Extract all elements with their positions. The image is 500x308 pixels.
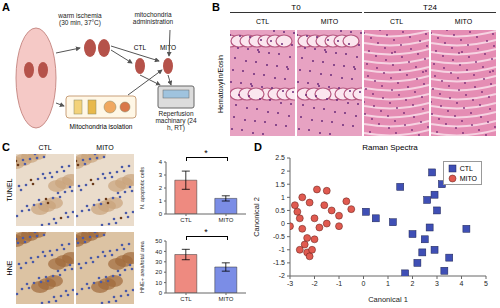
html-text:MITO: MITO <box>459 174 477 182</box>
svg-text:1: 1 <box>386 280 390 287</box>
svg-text:MITO: MITO <box>219 296 234 302</box>
html-text:CTL: CTL <box>389 18 404 25</box>
svg-text:10: 10 <box>155 280 162 286</box>
svg-text:-1: -1 <box>336 280 342 287</box>
svg-text:1: 1 <box>281 194 285 201</box>
svg-text:5: 5 <box>484 280 488 287</box>
svg-text:Hematoxylin/Eosin: Hematoxylin/Eosin <box>217 55 225 113</box>
html-text:Raman Spectra: Raman Spectra <box>362 143 418 152</box>
svg-text:Reperfusionmachinary (24h, RT): Reperfusionmachinary (24h, RT) <box>155 110 197 132</box>
svg-text:0.5: 0.5 <box>275 207 285 214</box>
svg-text:2.5: 2.5 <box>275 154 285 161</box>
html-text:T0: T0 <box>291 3 301 12</box>
html-text:D: D <box>254 141 262 153</box>
svg-text:CTL: CTL <box>180 296 192 302</box>
svg-text:1: 1 <box>159 198 163 204</box>
svg-text:3: 3 <box>159 172 163 178</box>
html-text:MITO: MITO <box>96 144 114 151</box>
svg-text:4: 4 <box>159 159 163 165</box>
svg-text:HNE+ area/total area: HNE+ area/total area <box>139 240 145 293</box>
html-text:B: B <box>212 1 220 13</box>
html-text:CTL: CTL <box>459 164 473 172</box>
svg-text:-3: -3 <box>287 280 293 287</box>
html-text:CTL: CTL <box>255 18 270 25</box>
svg-text:2: 2 <box>159 185 163 191</box>
svg-text:0: 0 <box>281 220 285 227</box>
svg-text:-1.5: -1.5 <box>273 259 285 266</box>
svg-text:4: 4 <box>460 280 464 287</box>
svg-text:CTL: CTL <box>134 44 147 51</box>
svg-text:0: 0 <box>159 211 163 217</box>
svg-text:Canonical 1: Canonical 1 <box>368 295 408 304</box>
svg-text:Mitochondria isolation: Mitochondria isolation <box>70 123 133 130</box>
svg-text:TUNEL: TUNEL <box>6 178 13 201</box>
svg-text:MITO: MITO <box>219 217 234 223</box>
svg-text:-1: -1 <box>279 246 285 253</box>
svg-text:30: 30 <box>155 259 162 265</box>
html-text:A: A <box>2 1 10 13</box>
svg-text:0: 0 <box>159 290 163 296</box>
html-text:MITO: MITO <box>320 18 339 25</box>
svg-text:-2: -2 <box>279 272 285 279</box>
svg-text:50: 50 <box>155 238 162 244</box>
svg-text:0: 0 <box>362 280 366 287</box>
html-text:C: C <box>2 141 10 153</box>
svg-text:warm ischemia(30 min, 37°C): warm ischemia(30 min, 37°C) <box>57 12 102 27</box>
svg-text:2: 2 <box>411 280 415 287</box>
html-text:T24: T24 <box>423 3 437 12</box>
svg-text:40: 40 <box>155 249 162 255</box>
svg-text:-2: -2 <box>311 280 317 287</box>
svg-text:3: 3 <box>435 280 439 287</box>
html-text:MITO: MITO <box>454 18 473 25</box>
svg-text:2: 2 <box>281 168 285 175</box>
svg-text:20: 20 <box>155 269 162 275</box>
html-text:CTL: CTL <box>38 144 52 151</box>
svg-text:Canonical 2: Canonical 2 <box>252 197 261 237</box>
svg-text:HNE: HNE <box>6 260 13 275</box>
svg-text:N. apoptotic cells: N. apoptotic cells <box>139 167 145 209</box>
svg-text:-0.5: -0.5 <box>273 233 285 240</box>
svg-text:mitochondriaadministration: mitochondriaadministration <box>133 11 174 25</box>
svg-text:MITO: MITO <box>160 44 176 51</box>
svg-text:CTL: CTL <box>180 217 192 223</box>
svg-text:1.5: 1.5 <box>275 181 285 188</box>
